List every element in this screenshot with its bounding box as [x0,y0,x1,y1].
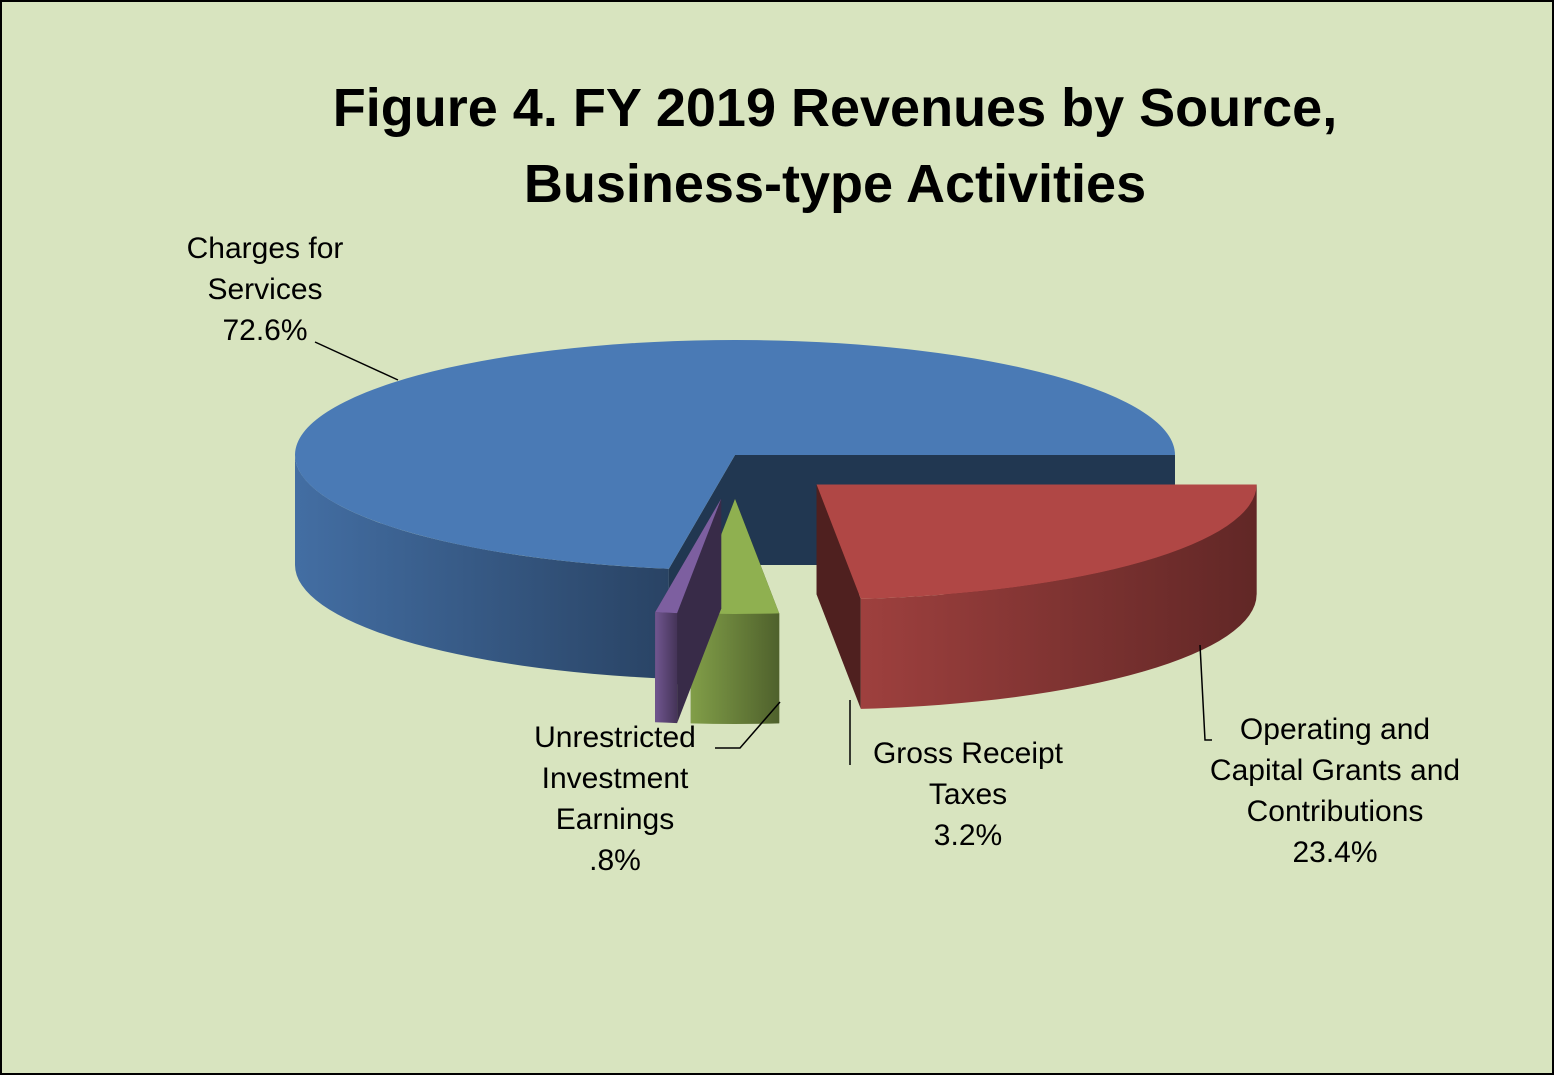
slice-side [655,612,678,724]
label: Charges for Services 72.6% [155,228,375,351]
category-label: Gross Receipt Taxes [872,737,1064,811]
category-label: Unrestricted Investment Earnings [534,721,696,836]
slice-wall [816,484,861,709]
value-label: .8% [589,844,641,877]
slice-side [860,484,1257,709]
slice [816,484,1257,709]
slice-side [295,455,669,679]
leader-line [314,341,399,381]
value-label: 3.2% [933,819,1003,852]
data-label: Charges for Services 72.6% [155,228,375,351]
title-box: Figure 4. FY 2019 Revenues by Source, Bu… [332,78,1338,214]
slice-top [816,484,1257,599]
data-label: Gross Receipt Taxes 3.2% [848,733,1088,856]
chart-title: Business-type Activities [523,154,1147,214]
value-label: 72.6% [222,314,308,347]
slice-top [655,498,722,614]
category-label: Operating and Capital Grants and Contrib… [1209,713,1461,828]
label: Gross Receipt Taxes 3.2% [848,733,1088,856]
chart-title: Figure 4. FY 2019 Revenues by Source, [332,78,1338,138]
leader-line [715,701,781,749]
data-label: Operating and Capital Grants and Contrib… [1190,709,1480,873]
slice-top [295,340,1175,569]
slice [655,498,722,724]
data-label: Unrestricted Investment Earnings .8% [505,717,725,881]
leader-line [1199,644,1212,741]
slice-side [690,613,780,724]
label: Operating and Capital Grants and Contrib… [1190,709,1480,873]
label: Unrestricted Investment Earnings .8% [505,717,725,881]
category-label: Charges for Services [186,232,344,306]
value-label: 23.4% [1292,836,1378,869]
